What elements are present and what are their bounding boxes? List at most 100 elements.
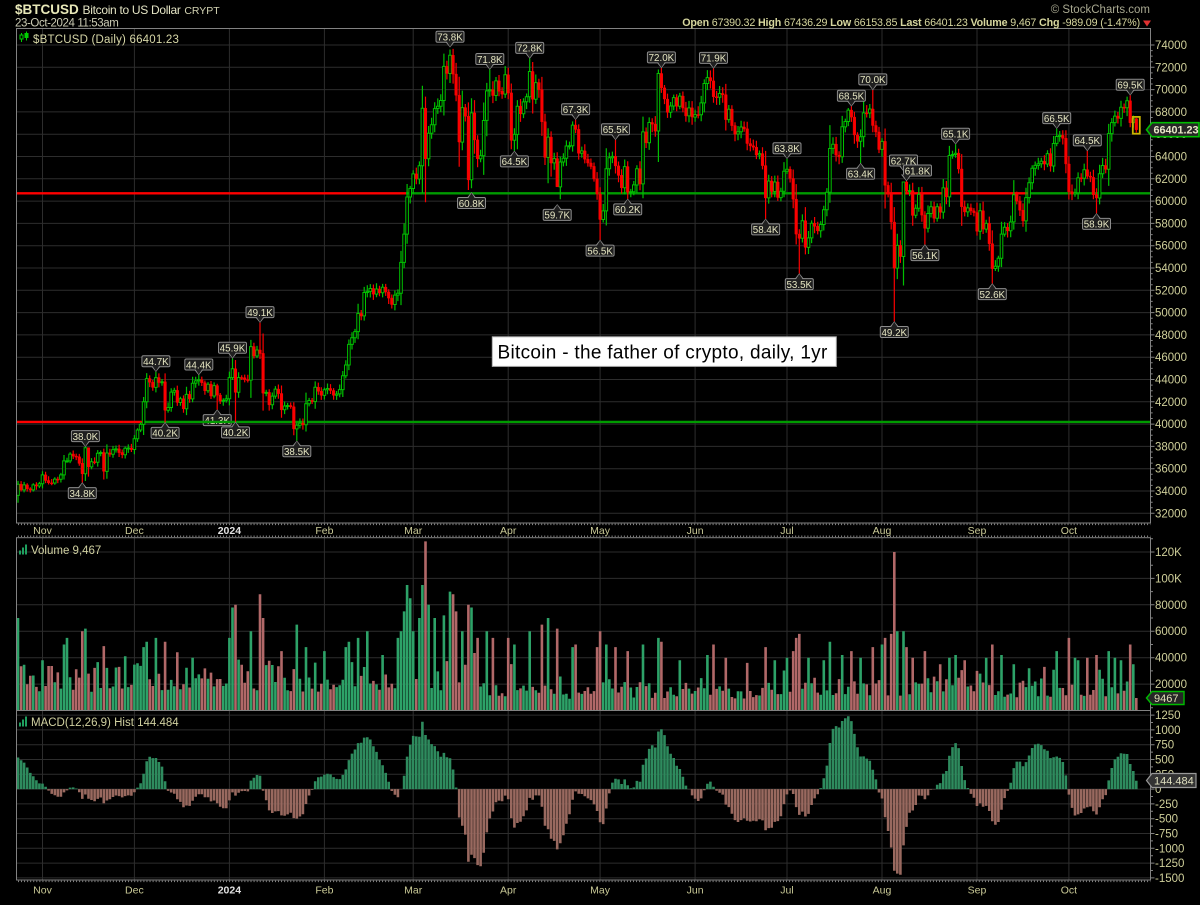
svg-text:144.484: 144.484 — [1154, 775, 1194, 787]
svg-text:34.8K: 34.8K — [69, 489, 95, 500]
svg-text:38.5K: 38.5K — [284, 447, 310, 458]
svg-text:63.4K: 63.4K — [848, 170, 874, 181]
svg-text:9467: 9467 — [1154, 693, 1178, 705]
svg-text:69.5K: 69.5K — [1117, 81, 1143, 92]
svg-text:Oct: Oct — [1061, 525, 1077, 537]
svg-text:58.9K: 58.9K — [1084, 220, 1110, 231]
svg-text:0: 0 — [1155, 784, 1161, 796]
svg-text:100K: 100K — [1155, 573, 1182, 585]
svg-text:Jun: Jun — [687, 885, 704, 897]
svg-text:Dec: Dec — [125, 525, 144, 537]
svg-text:49.2K: 49.2K — [881, 328, 907, 339]
svg-text:64000: 64000 — [1155, 152, 1187, 164]
svg-text:52.6K: 52.6K — [979, 290, 1005, 301]
svg-text:56.5K: 56.5K — [587, 246, 613, 257]
svg-text:49.1K: 49.1K — [247, 308, 273, 319]
svg-text:60000: 60000 — [1155, 196, 1187, 208]
svg-text:65.5K: 65.5K — [603, 125, 629, 136]
svg-text:$BTCUSD (Daily) 66401.23: $BTCUSD (Daily) 66401.23 — [33, 34, 179, 46]
svg-text:Sep: Sep — [968, 525, 987, 537]
svg-text:60.8K: 60.8K — [459, 199, 485, 210]
svg-text:© StockCharts.com: © StockCharts.com — [1051, 4, 1150, 16]
svg-text:54000: 54000 — [1155, 263, 1187, 275]
svg-text:750: 750 — [1155, 740, 1174, 752]
svg-text:70.0K: 70.0K — [860, 75, 886, 86]
svg-text:MACD(12,26,9) Hist 144.484: MACD(12,26,9) Hist 144.484 — [31, 717, 179, 729]
svg-text:40000: 40000 — [1155, 653, 1187, 665]
svg-text:62000: 62000 — [1155, 174, 1187, 186]
svg-text:Open 67390.32 High 67436.29 Lo: Open 67390.32 High 67436.29 Low 66153.85… — [682, 17, 1140, 29]
svg-text:62.7K: 62.7K — [891, 156, 917, 167]
svg-text:34000: 34000 — [1155, 486, 1187, 498]
svg-text:38000: 38000 — [1155, 441, 1187, 453]
svg-text:56000: 56000 — [1155, 241, 1187, 253]
svg-text:Nov: Nov — [33, 525, 52, 537]
svg-text:68000: 68000 — [1155, 107, 1187, 119]
svg-text:40.2K: 40.2K — [223, 428, 249, 439]
svg-text:May: May — [590, 885, 611, 897]
svg-text:63.8K: 63.8K — [774, 144, 800, 155]
svg-text:44000: 44000 — [1155, 375, 1187, 387]
svg-text:60000: 60000 — [1155, 626, 1187, 638]
svg-text:66401.23: 66401.23 — [1154, 125, 1199, 137]
svg-text:40000: 40000 — [1155, 419, 1187, 431]
svg-text:36000: 36000 — [1155, 464, 1187, 476]
svg-text:$BTCUSD Bitcoin to US Dollar: $BTCUSD Bitcoin to US Dollar CRYPT — [15, 2, 220, 17]
svg-text:Mar: Mar — [404, 525, 423, 537]
svg-text:65.1K: 65.1K — [943, 130, 969, 141]
svg-text:46000: 46000 — [1155, 352, 1187, 364]
svg-text:Bitcoin - the father of crypto: Bitcoin - the father of crypto, daily, 1… — [498, 343, 828, 364]
svg-text:64.5K: 64.5K — [502, 157, 528, 168]
svg-text:61.8K: 61.8K — [905, 166, 931, 177]
svg-text:May: May — [590, 525, 611, 537]
svg-text:Jun: Jun — [687, 525, 704, 537]
svg-text:Jul: Jul — [780, 525, 793, 537]
svg-text:38.0K: 38.0K — [73, 432, 99, 443]
svg-text:500: 500 — [1155, 755, 1174, 767]
svg-text:53.5K: 53.5K — [786, 280, 812, 291]
svg-text:44.4K: 44.4K — [186, 360, 212, 371]
svg-text:74000: 74000 — [1155, 40, 1187, 52]
svg-text:40.2K: 40.2K — [152, 429, 178, 440]
svg-text:-1500: -1500 — [1155, 873, 1184, 885]
svg-text:59.7K: 59.7K — [544, 211, 570, 222]
svg-text:71.8K: 71.8K — [477, 55, 503, 66]
svg-text:-750: -750 — [1155, 829, 1178, 841]
svg-text:56.1K: 56.1K — [912, 251, 938, 262]
svg-text:80000: 80000 — [1155, 600, 1187, 612]
svg-text:50000: 50000 — [1155, 308, 1187, 320]
svg-text:67.3K: 67.3K — [563, 105, 589, 116]
svg-text:20000: 20000 — [1155, 679, 1187, 691]
svg-text:Dec: Dec — [125, 885, 144, 897]
svg-text:45.9K: 45.9K — [220, 344, 246, 355]
svg-text:-1000: -1000 — [1155, 843, 1184, 855]
svg-text:Nov: Nov — [33, 885, 52, 897]
svg-text:1000: 1000 — [1155, 725, 1181, 737]
svg-text:Volume 9,467: Volume 9,467 — [31, 545, 101, 557]
svg-text:72.0K: 72.0K — [649, 53, 675, 64]
svg-text:44.7K: 44.7K — [143, 357, 169, 368]
svg-text:66.5K: 66.5K — [1044, 114, 1070, 125]
svg-text:1250: 1250 — [1155, 710, 1181, 722]
svg-text:72000: 72000 — [1155, 62, 1187, 74]
svg-text:2024: 2024 — [218, 885, 242, 897]
svg-text:Sep: Sep — [968, 885, 987, 897]
svg-text:32000: 32000 — [1155, 508, 1187, 520]
svg-text:58000: 58000 — [1155, 218, 1187, 230]
svg-text:-250: -250 — [1155, 799, 1178, 811]
svg-text:Aug: Aug — [873, 525, 892, 537]
svg-text:70000: 70000 — [1155, 85, 1187, 97]
svg-text:60.2K: 60.2K — [615, 205, 641, 216]
svg-text:73.8K: 73.8K — [437, 33, 463, 44]
svg-text:Feb: Feb — [315, 525, 333, 537]
svg-text:Aug: Aug — [873, 885, 892, 897]
svg-text:Feb: Feb — [315, 885, 333, 897]
svg-text:-1250: -1250 — [1155, 858, 1184, 870]
svg-text:2024: 2024 — [218, 525, 242, 537]
svg-text:Oct: Oct — [1061, 885, 1077, 897]
svg-text:48000: 48000 — [1155, 330, 1187, 342]
svg-text:68.5K: 68.5K — [839, 92, 865, 103]
svg-text:58.4K: 58.4K — [753, 225, 779, 236]
svg-text:72.8K: 72.8K — [517, 44, 543, 55]
svg-text:42000: 42000 — [1155, 397, 1187, 409]
